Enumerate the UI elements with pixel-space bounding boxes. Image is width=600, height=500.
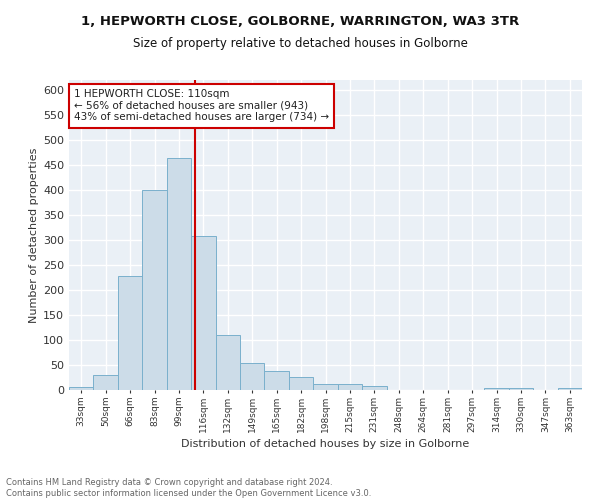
- X-axis label: Distribution of detached houses by size in Golborne: Distribution of detached houses by size …: [181, 439, 470, 449]
- Y-axis label: Number of detached properties: Number of detached properties: [29, 148, 39, 322]
- Bar: [240, 363, 265, 390]
- Bar: [69, 386, 94, 390]
- Bar: [289, 376, 313, 390]
- Text: Contains HM Land Registry data © Crown copyright and database right 2024.
Contai: Contains HM Land Registry data © Crown c…: [6, 478, 371, 498]
- Bar: [557, 388, 582, 390]
- Bar: [94, 375, 118, 390]
- Bar: [215, 334, 240, 390]
- Bar: [118, 276, 142, 390]
- Text: 1 HEPWORTH CLOSE: 110sqm
← 56% of detached houses are smaller (943)
43% of semi-: 1 HEPWORTH CLOSE: 110sqm ← 56% of detach…: [74, 90, 329, 122]
- Bar: [484, 388, 509, 390]
- Text: Size of property relative to detached houses in Golborne: Size of property relative to detached ho…: [133, 38, 467, 51]
- Text: 1, HEPWORTH CLOSE, GOLBORNE, WARRINGTON, WA3 3TR: 1, HEPWORTH CLOSE, GOLBORNE, WARRINGTON,…: [81, 15, 519, 28]
- Bar: [142, 190, 167, 390]
- Bar: [265, 370, 289, 390]
- Bar: [509, 388, 533, 390]
- Bar: [313, 384, 338, 390]
- Bar: [338, 384, 362, 390]
- Bar: [191, 236, 215, 390]
- Bar: [167, 158, 191, 390]
- Bar: [362, 386, 386, 390]
